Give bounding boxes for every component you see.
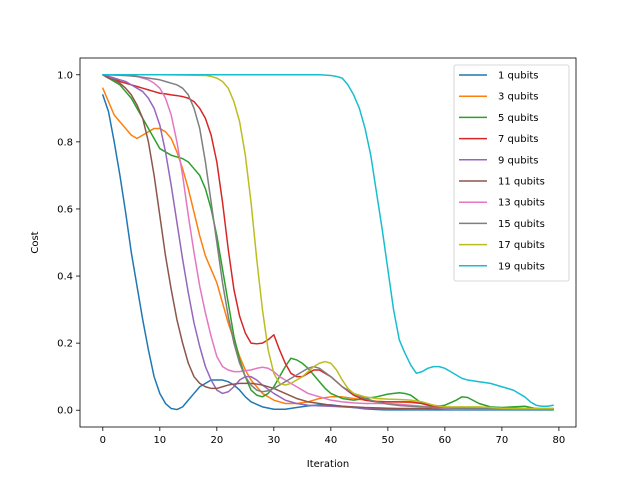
- legend-label: 7 qubits: [498, 134, 538, 145]
- legend-label: 5 qubits: [498, 113, 538, 124]
- y-tick-label: 0.2: [57, 339, 73, 350]
- y-tick-label: 0.0: [57, 406, 73, 417]
- y-axis-label: Cost: [30, 231, 41, 253]
- x-tick-label: 10: [153, 435, 166, 446]
- legend-label: 3 qubits: [498, 92, 538, 103]
- y-tick-label: 0.8: [57, 137, 73, 148]
- x-axis-label: Iteration: [307, 459, 349, 470]
- x-tick-label: 0: [100, 435, 106, 446]
- x-tick-label: 20: [210, 435, 223, 446]
- y-tick-label: 1.0: [57, 70, 73, 81]
- legend-label: 19 qubits: [498, 261, 545, 272]
- legend-box: [453, 64, 570, 282]
- y-tick-label: 0.6: [57, 204, 73, 215]
- axis-ticks: 0 10 20 30 40 50 60 70 80 0.0 0.2 0.4 0.6 0.8 1.0: [57, 70, 565, 446]
- series-line-10: [102, 74, 554, 407]
- legend: 1 qubits 3 qubits 5 qubits 7 qubits 9 qubits…: [453, 64, 570, 282]
- x-tick-label: 40: [324, 435, 337, 446]
- y-tick-label: 0.4: [57, 272, 73, 283]
- series-line-9: [102, 74, 554, 410]
- x-tick-label: 70: [496, 435, 509, 446]
- legend-label: 1 qubits: [498, 71, 538, 82]
- series-line-8: [102, 74, 554, 410]
- legend-label: 11 qubits: [498, 177, 545, 188]
- x-tick-label: 30: [267, 435, 280, 446]
- legend-label: 13 qubits: [498, 198, 545, 209]
- legend-label: 15 qubits: [498, 219, 545, 230]
- x-tick-label: 60: [439, 435, 452, 446]
- legend-label: 9 qubits: [498, 155, 538, 166]
- plot-frame: [79, 57, 577, 428]
- series-lines: [102, 74, 554, 411]
- x-tick-label: 50: [381, 435, 394, 446]
- legend-label: 17 qubits: [498, 240, 545, 251]
- x-tick-label: 80: [553, 435, 566, 446]
